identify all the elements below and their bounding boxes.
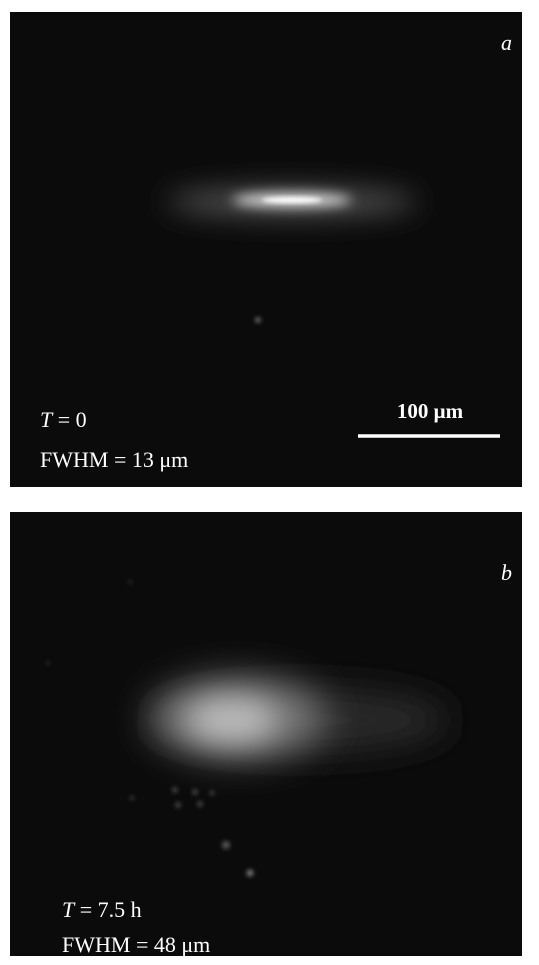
panel-a: a 100 μm T = 0 FWHM = 13 μm [10, 12, 522, 487]
panel-label: b [501, 560, 512, 585]
scale-bar-label: 100 μm [397, 399, 464, 423]
time-value: = 0 [58, 407, 87, 432]
time-value: = 7.5 h [80, 897, 142, 922]
beam-center [262, 197, 322, 203]
specks [46, 580, 254, 877]
time-symbol: T [40, 407, 54, 432]
fwhm-label: FWHM = 13 μm [40, 447, 188, 472]
beam-core [187, 698, 277, 742]
panel-b: b T = 7.5 h FWHM = 48 μm [10, 512, 522, 957]
speck [255, 317, 261, 323]
time-symbol: T [62, 897, 76, 922]
panel-label: a [501, 30, 512, 55]
time-label: T = 7.5 h [62, 897, 142, 922]
fwhm-label: FWHM = 48 μm [62, 932, 210, 957]
image-background [10, 12, 522, 487]
time-label: T = 0 [40, 407, 87, 432]
